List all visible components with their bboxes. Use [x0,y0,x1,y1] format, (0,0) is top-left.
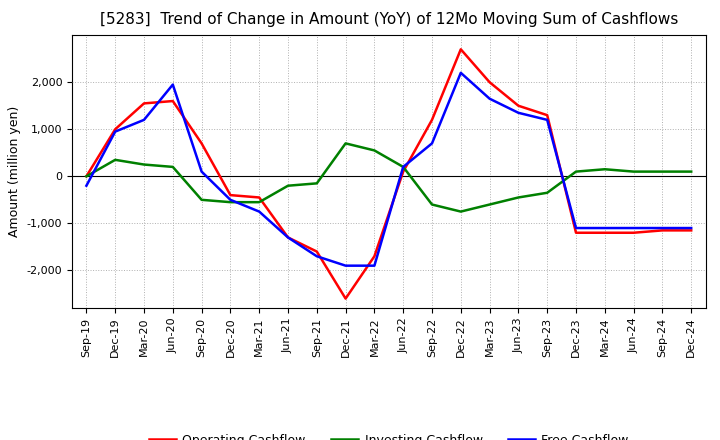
Operating Cashflow [485,80,494,85]
Operating Cashflow [456,47,465,52]
Free Cashflow [140,117,148,122]
Free Cashflow [428,141,436,146]
Free Cashflow [485,96,494,101]
Legend: Operating Cashflow, Investing Cashflow, Free Cashflow: Operating Cashflow, Investing Cashflow, … [144,429,634,440]
Free Cashflow [456,70,465,76]
Operating Cashflow [572,230,580,235]
Free Cashflow [370,263,379,268]
Operating Cashflow [341,296,350,301]
Investing Cashflow [658,169,667,174]
Free Cashflow [312,253,321,259]
Free Cashflow [543,117,552,122]
Investing Cashflow [629,169,638,174]
Investing Cashflow [687,169,696,174]
Investing Cashflow [600,167,609,172]
Operating Cashflow [168,99,177,104]
Operating Cashflow [399,169,408,174]
Free Cashflow [341,263,350,268]
Free Cashflow [600,225,609,231]
Y-axis label: Amount (million yen): Amount (million yen) [8,106,21,237]
Line: Free Cashflow: Free Cashflow [86,73,691,266]
Line: Operating Cashflow: Operating Cashflow [86,49,691,299]
Investing Cashflow [341,141,350,146]
Investing Cashflow [140,162,148,167]
Free Cashflow [255,209,264,214]
Investing Cashflow [514,195,523,200]
Operating Cashflow [600,230,609,235]
Free Cashflow [658,225,667,231]
Free Cashflow [197,169,206,174]
Free Cashflow [82,183,91,188]
Operating Cashflow [197,141,206,146]
Free Cashflow [572,225,580,231]
Line: Investing Cashflow: Investing Cashflow [86,143,691,212]
Operating Cashflow [658,228,667,233]
Investing Cashflow [197,197,206,202]
Free Cashflow [168,82,177,87]
Operating Cashflow [140,101,148,106]
Investing Cashflow [399,164,408,169]
Investing Cashflow [543,190,552,195]
Investing Cashflow [312,181,321,186]
Operating Cashflow [226,192,235,198]
Operating Cashflow [687,228,696,233]
Investing Cashflow [168,164,177,169]
Operating Cashflow [543,113,552,118]
Operating Cashflow [370,253,379,259]
Investing Cashflow [255,199,264,205]
Free Cashflow [399,164,408,169]
Title: [5283]  Trend of Change in Amount (YoY) of 12Mo Moving Sum of Cashflows: [5283] Trend of Change in Amount (YoY) o… [99,12,678,27]
Investing Cashflow [111,157,120,162]
Operating Cashflow [255,195,264,200]
Operating Cashflow [629,230,638,235]
Investing Cashflow [284,183,292,188]
Free Cashflow [687,225,696,231]
Free Cashflow [629,225,638,231]
Investing Cashflow [226,199,235,205]
Free Cashflow [226,197,235,202]
Investing Cashflow [485,202,494,207]
Operating Cashflow [428,117,436,122]
Operating Cashflow [111,127,120,132]
Operating Cashflow [284,235,292,240]
Operating Cashflow [514,103,523,108]
Investing Cashflow [82,174,91,179]
Investing Cashflow [370,148,379,153]
Free Cashflow [284,235,292,240]
Investing Cashflow [572,169,580,174]
Investing Cashflow [456,209,465,214]
Free Cashflow [514,110,523,115]
Investing Cashflow [428,202,436,207]
Operating Cashflow [82,174,91,179]
Operating Cashflow [312,249,321,254]
Free Cashflow [111,129,120,134]
